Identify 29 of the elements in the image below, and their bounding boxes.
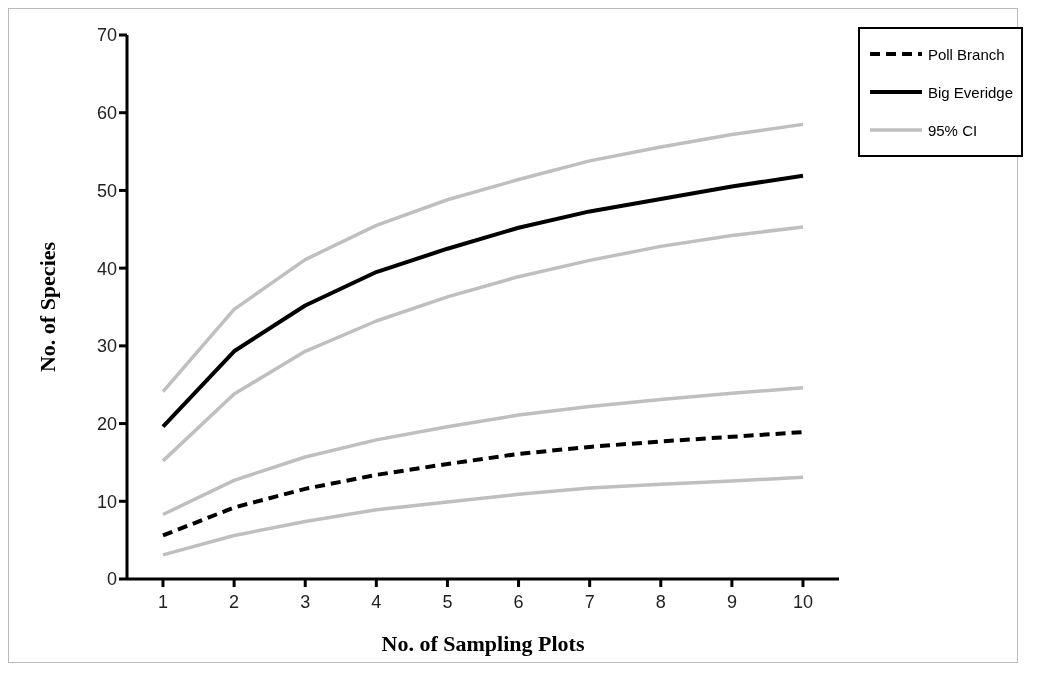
line-series bbox=[161, 386, 805, 517]
legend-label: Big Everidge bbox=[927, 83, 1013, 101]
y-tick-label: 10 bbox=[96, 491, 117, 512]
x-tick-label: 7 bbox=[584, 591, 595, 612]
y-tick-label: 70 bbox=[96, 25, 117, 46]
y-tick-label: 0 bbox=[106, 569, 117, 590]
line-series bbox=[161, 430, 805, 538]
x-tick-label: 2 bbox=[229, 591, 240, 612]
y-tick-label: 50 bbox=[96, 180, 117, 201]
line-series bbox=[161, 122, 805, 394]
x-axis-title: No. of Sampling Plots bbox=[381, 631, 585, 656]
line-series bbox=[161, 475, 805, 557]
legend-label: 95% CI bbox=[927, 121, 978, 139]
y-tick-label: 60 bbox=[96, 103, 117, 124]
x-tick-label: 6 bbox=[513, 591, 524, 612]
y-tick-label: 30 bbox=[96, 336, 117, 357]
line-series bbox=[161, 225, 805, 463]
x-tick-label: 1 bbox=[157, 591, 169, 612]
x-tick-label: 4 bbox=[371, 591, 382, 612]
x-tick-label: 5 bbox=[442, 591, 453, 612]
x-tick-label: 9 bbox=[726, 591, 737, 612]
x-tick-label: 3 bbox=[300, 591, 311, 612]
legend-label: Poll Branch bbox=[927, 45, 1005, 63]
line-series bbox=[161, 173, 805, 429]
x-tick-label: 10 bbox=[792, 591, 814, 612]
y-tick-label: 20 bbox=[96, 413, 117, 434]
y-axis-title: No. of Species bbox=[34, 241, 60, 373]
y-tick-label: 40 bbox=[96, 258, 117, 279]
x-tick-label: 8 bbox=[655, 591, 666, 612]
